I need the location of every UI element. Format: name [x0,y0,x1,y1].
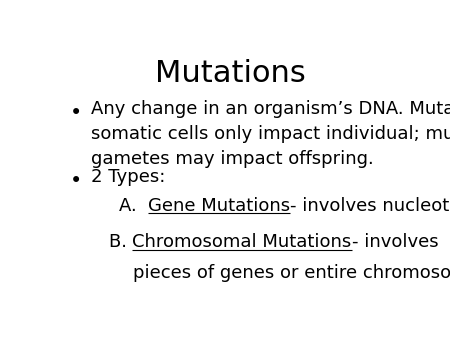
Text: - involves: - involves [351,233,438,251]
Text: •: • [70,103,82,123]
Text: 2 Types:: 2 Types: [91,168,166,186]
Text: Any change in an organism’s DNA. Mutations in
somatic cells only impact individu: Any change in an organism’s DNA. Mutatio… [91,100,450,168]
Text: - involves nucleotide: - involves nucleotide [290,197,450,215]
Text: B.: B. [108,233,132,251]
Text: pieces of genes or entire chromosomes.: pieces of genes or entire chromosomes. [133,264,450,282]
Text: Chromosomal Mutations: Chromosomal Mutations [132,233,351,251]
Text: A.: A. [119,197,148,215]
Text: Gene Mutations: Gene Mutations [148,197,290,215]
Text: Mutations: Mutations [155,59,306,88]
Text: •: • [70,171,82,191]
